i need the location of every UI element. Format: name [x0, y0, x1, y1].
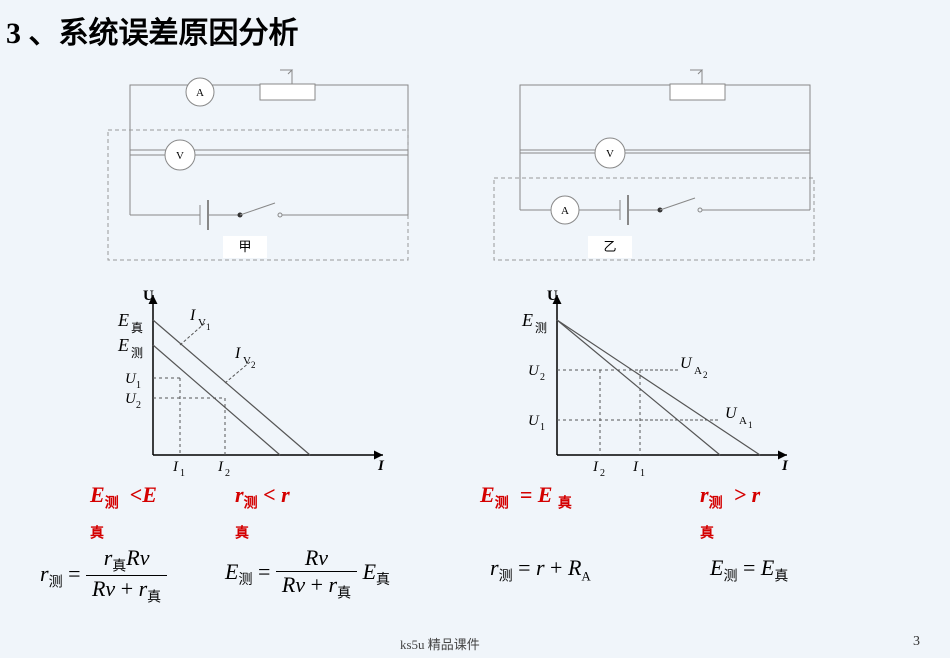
svg-text:2: 2 — [225, 468, 230, 479]
svg-text:U: U — [547, 288, 558, 304]
svg-text:1: 1 — [640, 468, 645, 479]
svg-text:测: 测 — [131, 346, 143, 360]
svg-text:E: E — [117, 310, 129, 330]
cmp-right-r: r测 > r 真 — [700, 482, 760, 537]
svg-text:I: I — [632, 459, 639, 475]
svg-text:A: A — [694, 365, 702, 377]
svg-text:2: 2 — [136, 400, 141, 411]
svg-text:U: U — [528, 363, 540, 379]
svg-text:1: 1 — [540, 422, 545, 433]
formula-1: r测 = r真Rv Rv + r真 — [40, 545, 167, 607]
cmp-left-E: E测 <E 真 — [90, 482, 157, 537]
svg-text:I: I — [592, 459, 599, 475]
svg-text:I: I — [217, 459, 224, 475]
svg-text:I: I — [189, 307, 196, 324]
svg-text:V: V — [198, 317, 206, 329]
graph-right: U I UA2 UA1 E测 U2 U1 I2 I1 — [521, 288, 789, 479]
graphs: U I IV1 IV2 E真 E测 U1 U2 I1 I2 U I — [0, 0, 950, 480]
formula-4: E测 = E真 — [710, 555, 788, 585]
svg-text:2: 2 — [251, 360, 256, 370]
svg-text:1: 1 — [748, 420, 753, 430]
svg-text:I: I — [172, 459, 179, 475]
svg-text:I: I — [377, 458, 385, 474]
svg-text:A: A — [739, 415, 747, 427]
svg-text:V: V — [243, 355, 251, 367]
svg-text:E: E — [117, 335, 129, 355]
svg-text:1: 1 — [180, 468, 185, 479]
svg-text:2: 2 — [540, 372, 545, 383]
svg-text:1: 1 — [136, 380, 141, 391]
formula-2: E测 = Rv Rv + r真 E真 — [225, 545, 390, 602]
page-number: 3 — [913, 634, 920, 650]
svg-text:I: I — [234, 345, 241, 362]
svg-text:真: 真 — [131, 321, 143, 335]
svg-text:2: 2 — [600, 468, 605, 479]
svg-text:U: U — [143, 288, 154, 304]
svg-text:E: E — [521, 310, 533, 330]
svg-text:测: 测 — [535, 321, 547, 335]
cmp-left-r: r测 < r 真 — [235, 482, 290, 537]
graph-left: U I IV1 IV2 E真 E测 U1 U2 I1 I2 — [117, 288, 385, 479]
footer-text: ks5u 精品课件 — [400, 634, 480, 653]
svg-text:U: U — [725, 405, 738, 422]
cmp-right-E: E测 = E 真 — [480, 482, 572, 507]
svg-text:U: U — [680, 355, 693, 372]
formula-3: r测 = r + RA — [490, 555, 591, 585]
svg-text:1: 1 — [206, 322, 211, 332]
svg-text:I: I — [781, 458, 789, 474]
svg-text:U: U — [528, 413, 540, 429]
svg-text:2: 2 — [703, 370, 708, 380]
